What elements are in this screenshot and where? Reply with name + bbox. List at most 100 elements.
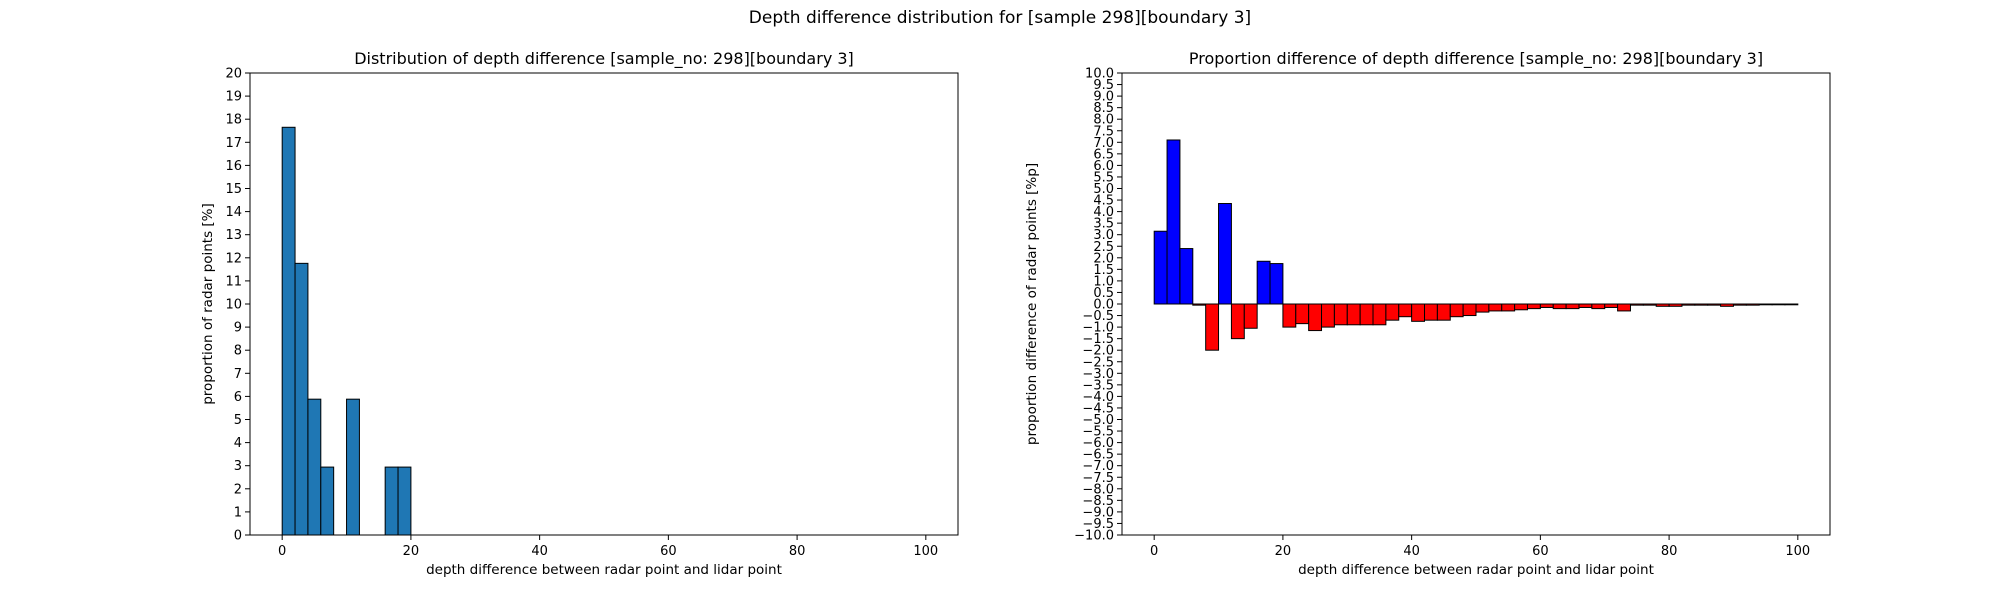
bar-82 xyxy=(1681,303,1696,306)
bar-18 xyxy=(1269,263,1284,305)
y-tick-label: 7 xyxy=(234,367,242,382)
y-tick-label: 17 xyxy=(225,136,242,151)
y-tick-label: 20 xyxy=(225,67,242,82)
bar-4 xyxy=(1179,248,1194,305)
bar-16 xyxy=(384,466,399,536)
bar-40 xyxy=(1411,303,1426,322)
bar-16 xyxy=(1256,260,1271,305)
bar-18 xyxy=(397,466,412,536)
y-tick-label: −1.5 xyxy=(1082,332,1114,347)
bar-46 xyxy=(1449,303,1464,318)
y-tick-label: 8 xyxy=(234,344,242,359)
y-tick-label: −6.5 xyxy=(1082,448,1114,463)
y-tick-label: 2.0 xyxy=(1093,251,1114,266)
y-tick-label: −5.0 xyxy=(1082,413,1114,428)
bar-30 xyxy=(1346,303,1361,326)
y-tick-label: −5.5 xyxy=(1082,425,1114,440)
y-tick-label: −8.5 xyxy=(1082,494,1114,509)
y-tick-label: 4.5 xyxy=(1093,194,1114,209)
y-tick-label: −9.5 xyxy=(1082,517,1114,532)
y-tick-label: −10.0 xyxy=(1074,529,1114,544)
chart-title: Proportion difference of depth differenc… xyxy=(1189,49,1763,69)
y-tick-label: 3.0 xyxy=(1093,228,1114,243)
bar-0 xyxy=(281,126,296,536)
y-tick-label: 4.0 xyxy=(1093,205,1114,220)
x-axis-label: depth difference between radar point and… xyxy=(1298,562,1654,578)
y-tick-label: −4.0 xyxy=(1082,390,1114,405)
y-tick-label: −8.0 xyxy=(1082,482,1114,497)
y-tick-label: 15 xyxy=(225,182,242,197)
bar-26 xyxy=(1321,303,1335,328)
bar-22 xyxy=(1295,303,1310,325)
y-tick-label: 18 xyxy=(225,113,242,128)
bar-36 xyxy=(1385,303,1400,321)
bar-76 xyxy=(1642,303,1657,306)
y-tick-label: 9 xyxy=(234,321,242,336)
bar-6 xyxy=(320,466,335,536)
bar-62 xyxy=(1552,303,1567,310)
bar-6 xyxy=(1192,303,1207,306)
y-tick-label: 7.5 xyxy=(1093,124,1114,139)
y-tick-label: 0 xyxy=(234,529,242,544)
bar-60 xyxy=(1539,303,1554,308)
bar-2 xyxy=(1166,139,1181,305)
bar-90 xyxy=(1732,303,1747,306)
bar-92 xyxy=(1745,303,1760,306)
bar-10 xyxy=(1218,203,1232,305)
y-tick-label: −0.5 xyxy=(1082,309,1114,324)
bar-12 xyxy=(1230,303,1245,340)
bar-10 xyxy=(346,398,360,536)
y-tick-label: 4 xyxy=(234,436,242,451)
y-axis-label: proportion of radar points [%] xyxy=(200,203,216,405)
x-tick-label: 60 xyxy=(1532,544,1549,559)
y-tick-label: 13 xyxy=(225,228,242,243)
y-tick-label: 3 xyxy=(234,459,242,474)
x-tick-label: 80 xyxy=(1661,544,1678,559)
x-tick-label: 40 xyxy=(531,544,548,559)
figure-title: Depth difference distribution for [sampl… xyxy=(748,8,1252,28)
y-tick-label: −7.0 xyxy=(1082,459,1114,474)
x-tick-label: 80 xyxy=(789,544,806,559)
bar-2 xyxy=(294,262,309,536)
y-tick-label: 14 xyxy=(225,205,242,220)
x-tick-label: 40 xyxy=(1403,544,1420,559)
y-tick-label: 19 xyxy=(225,90,242,105)
y-tick-label: 0.5 xyxy=(1093,286,1114,301)
y-tick-label: 7.0 xyxy=(1093,136,1114,151)
x-tick-label: 100 xyxy=(913,544,938,559)
bar-20 xyxy=(1282,303,1297,328)
x-tick-label: 60 xyxy=(660,544,677,559)
y-tick-label: 6 xyxy=(234,390,242,405)
bar-70 xyxy=(1604,303,1619,308)
bar-4 xyxy=(307,398,322,536)
bar-48 xyxy=(1462,303,1477,317)
distribution-chart: Distribution of depth difference [sample… xyxy=(200,49,959,578)
y-tick-label: 5.5 xyxy=(1093,170,1114,185)
y-tick-label: 12 xyxy=(225,251,242,266)
y-tick-label: 11 xyxy=(225,274,242,289)
bar-68 xyxy=(1591,303,1606,310)
y-tick-label: 16 xyxy=(225,159,242,174)
bar-44 xyxy=(1436,303,1451,321)
bar-98 xyxy=(1784,303,1799,306)
bar-94 xyxy=(1758,303,1773,306)
bar-78 xyxy=(1655,303,1670,307)
y-tick-label: 5 xyxy=(234,413,242,428)
x-tick-label: 0 xyxy=(1150,544,1158,559)
bar-14 xyxy=(1243,303,1258,329)
y-tick-label: −1.0 xyxy=(1082,321,1114,336)
chart-title: Distribution of depth difference [sample… xyxy=(354,49,854,69)
proportion-difference-chart: Proportion difference of depth differenc… xyxy=(1024,49,1831,578)
bar-52 xyxy=(1488,303,1503,312)
x-tick-label: 100 xyxy=(1785,544,1810,559)
y-tick-label: 10.0 xyxy=(1085,67,1114,82)
bar-54 xyxy=(1501,303,1516,312)
y-tick-label: −3.5 xyxy=(1082,378,1114,393)
y-tick-label: 0.0 xyxy=(1093,298,1114,313)
y-tick-label: 1.5 xyxy=(1093,263,1114,278)
y-tick-label: −3.0 xyxy=(1082,367,1114,382)
bar-80 xyxy=(1668,303,1683,307)
bar-84 xyxy=(1694,303,1709,306)
y-tick-label: 2 xyxy=(234,482,242,497)
